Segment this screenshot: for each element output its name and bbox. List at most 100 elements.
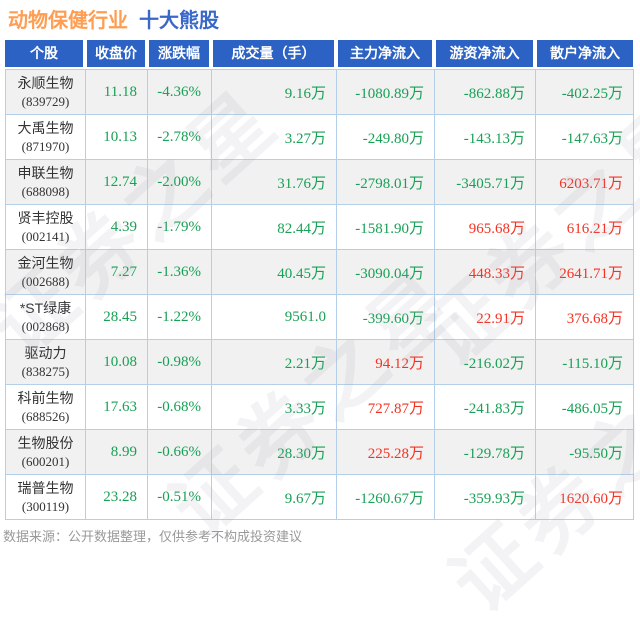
table-row: 永顺生物 (839729) 11.18 -4.36% 9.16万 -1080.89万 -…	[6, 70, 634, 115]
change-percent-cell: -1.79%	[148, 205, 212, 250]
stock-code: (838275)	[21, 364, 70, 379]
change-percent-cell: -2.78%	[148, 115, 212, 160]
close-price-cell: 10.08	[86, 340, 148, 385]
retail-net-inflow-cell: 6203.71万	[536, 160, 634, 205]
close-price-cell: 7.27	[86, 250, 148, 295]
speculative-net-inflow-cell: 965.68万	[435, 205, 536, 250]
main-net-inflow-cell: 225.28万	[337, 430, 435, 475]
close-price-cell: 17.63	[86, 385, 148, 430]
stock-code: (688098)	[21, 184, 70, 199]
stock-name: *ST绿康	[19, 300, 72, 316]
volume-cell: 3.27万	[212, 115, 337, 160]
column-header-change: 涨跌幅	[147, 40, 211, 67]
title-label: 十大熊股	[139, 10, 219, 32]
stock-name: 贤丰控股	[17, 210, 74, 226]
stock-code: (002688)	[21, 274, 70, 289]
bear-stocks-table: 个股 收盘价 涨跌幅 成交量（手） 主力净流入 游资净流入 散户净流入 永顺生物…	[5, 40, 635, 520]
volume-cell: 9561.0	[212, 295, 337, 340]
table-body: 永顺生物 (839729) 11.18 -4.36% 9.16万 -1080.89万 -…	[5, 69, 634, 520]
volume-cell: 28.30万	[212, 430, 337, 475]
volume-cell: 9.67万	[212, 475, 337, 520]
retail-net-inflow-cell: -115.10万	[536, 340, 634, 385]
page-title: 动物保健行业 十大熊股	[8, 4, 219, 33]
column-header-speculative: 游资净流入	[434, 40, 535, 67]
volume-cell: 31.76万	[212, 160, 337, 205]
speculative-net-inflow-cell: -3405.71万	[435, 160, 536, 205]
speculative-net-inflow-cell: -359.93万	[435, 475, 536, 520]
stock-name-cell: 申联生物 (688098)	[6, 160, 86, 205]
close-price-cell: 4.39	[86, 205, 148, 250]
table-row: 驱动力 (838275) 10.08 -0.98% 2.21万 94.12万 -216.…	[6, 340, 634, 385]
stock-name: 生物股份	[17, 435, 74, 451]
retail-net-inflow-cell: -402.25万	[536, 70, 634, 115]
column-header-retail: 散户净流入	[535, 40, 633, 67]
stock-code: (600201)	[21, 454, 70, 469]
table-row: *ST绿康 (002868) 28.45 -1.22% 9561.0 -399.60万…	[6, 295, 634, 340]
retail-net-inflow-cell: -147.63万	[536, 115, 634, 160]
stock-name-cell: 永顺生物 (839729)	[6, 70, 86, 115]
table-header-row: 个股 收盘价 涨跌幅 成交量（手） 主力净流入 游资净流入 散户净流入	[5, 40, 635, 67]
retail-net-inflow-cell: 1620.60万	[536, 475, 634, 520]
speculative-net-inflow-cell: -143.13万	[435, 115, 536, 160]
volume-cell: 2.21万	[212, 340, 337, 385]
change-percent-cell: -1.22%	[148, 295, 212, 340]
table-row: 瑞普生物 (300119) 23.28 -0.51% 9.67万 -1260.67万 -…	[6, 475, 634, 520]
change-percent-cell: -0.68%	[148, 385, 212, 430]
change-percent-cell: -0.98%	[148, 340, 212, 385]
column-header-volume: 成交量（手）	[211, 40, 336, 67]
stock-name-cell: 大禹生物 (871970)	[6, 115, 86, 160]
column-header-main: 主力净流入	[336, 40, 434, 67]
stock-name-cell: 金河生物 (002688)	[6, 250, 86, 295]
close-price-cell: 10.13	[86, 115, 148, 160]
main-net-inflow-cell: -3090.04万	[337, 250, 435, 295]
stock-name: 科前生物	[17, 390, 74, 406]
volume-cell: 9.16万	[212, 70, 337, 115]
main-net-inflow-cell: -249.80万	[337, 115, 435, 160]
main-net-inflow-cell: -1080.89万	[337, 70, 435, 115]
title-industry: 动物保健行业	[8, 10, 128, 32]
retail-net-inflow-cell: -486.05万	[536, 385, 634, 430]
stock-name: 大禹生物	[17, 120, 74, 136]
stock-name: 永顺生物	[17, 75, 74, 91]
table-row: 生物股份 (600201) 8.99 -0.66% 28.30万 225.28万 -12…	[6, 430, 634, 475]
table-row: 科前生物 (688526) 17.63 -0.68% 3.33万 727.87万 -24…	[6, 385, 634, 430]
retail-net-inflow-cell: 616.21万	[536, 205, 634, 250]
table-row: 大禹生物 (871970) 10.13 -2.78% 3.27万 -249.80万 -1…	[6, 115, 634, 160]
column-header-stock: 个股	[5, 40, 85, 67]
stock-name: 瑞普生物	[17, 480, 74, 496]
stock-name: 驱动力	[24, 345, 67, 361]
main-net-inflow-cell: 94.12万	[337, 340, 435, 385]
main-net-inflow-cell: -399.60万	[337, 295, 435, 340]
stock-code: (300119)	[21, 499, 70, 514]
change-percent-cell: -2.00%	[148, 160, 212, 205]
main-net-inflow-cell: -1260.67万	[337, 475, 435, 520]
stock-code: (871970)	[21, 139, 70, 154]
change-percent-cell: -0.51%	[148, 475, 212, 520]
change-percent-cell: -4.36%	[148, 70, 212, 115]
speculative-net-inflow-cell: -129.78万	[435, 430, 536, 475]
change-percent-cell: -0.66%	[148, 430, 212, 475]
stock-name-cell: 贤丰控股 (002141)	[6, 205, 86, 250]
change-percent-cell: -1.36%	[148, 250, 212, 295]
stock-code: (839729)	[21, 94, 70, 109]
main-net-inflow-cell: 727.87万	[337, 385, 435, 430]
stock-code: (002868)	[21, 319, 70, 334]
stock-name-cell: 瑞普生物 (300119)	[6, 475, 86, 520]
volume-cell: 82.44万	[212, 205, 337, 250]
stock-code: (688526)	[21, 409, 70, 424]
stock-name: 申联生物	[17, 165, 74, 181]
stock-name-cell: 科前生物 (688526)	[6, 385, 86, 430]
stock-code: (002141)	[21, 229, 70, 244]
stock-name: 金河生物	[17, 255, 74, 271]
main-net-inflow-cell: -2798.01万	[337, 160, 435, 205]
stock-name-cell: 生物股份 (600201)	[6, 430, 86, 475]
main-net-inflow-cell: -1581.90万	[337, 205, 435, 250]
retail-net-inflow-cell: 376.68万	[536, 295, 634, 340]
table-row: 贤丰控股 (002141) 4.39 -1.79% 82.44万 -1581.90万 9…	[6, 205, 634, 250]
data-source-disclaimer: 数据来源：公开数据整理，仅供参考不构成投资建议	[3, 529, 303, 544]
close-price-cell: 28.45	[86, 295, 148, 340]
close-price-cell: 8.99	[86, 430, 148, 475]
table-row: 申联生物 (688098) 12.74 -2.00% 31.76万 -2798.01万…	[6, 160, 634, 205]
close-price-cell: 23.28	[86, 475, 148, 520]
retail-net-inflow-cell: -95.50万	[536, 430, 634, 475]
